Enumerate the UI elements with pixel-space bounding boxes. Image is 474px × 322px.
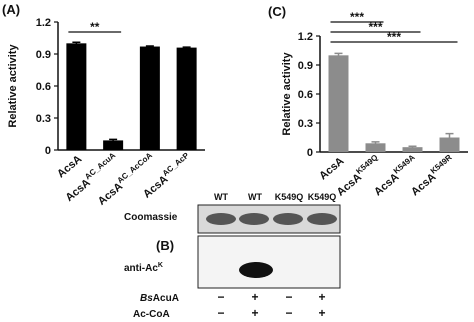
y-tick-label: 0.6: [36, 81, 51, 93]
condition-mark: −: [217, 290, 224, 304]
condition-mark: +: [318, 290, 325, 304]
error-bar: [371, 141, 380, 145]
error-bar: [334, 52, 343, 58]
category-superscript: AC_AcCoA: [115, 151, 154, 185]
y-tick-label: 1.2: [298, 31, 313, 43]
condition-mark: −: [217, 306, 224, 320]
y-tick-label: 0.3: [36, 113, 51, 125]
x-tick-label: AcsA: [317, 155, 346, 182]
condition-mark: −: [285, 290, 292, 304]
category-name: AcsA: [317, 155, 346, 182]
y-tick-label: 0.9: [298, 60, 313, 72]
x-tick-label: AcsA: [55, 153, 84, 180]
condition-label: Ac-CoA: [133, 309, 170, 320]
category-superscript: K549Q: [354, 153, 379, 176]
y-tick-label: 1.2: [36, 17, 51, 29]
panel-label: (A): [2, 2, 20, 17]
row-label: Coomassie: [124, 212, 178, 223]
lane-label: WT: [248, 192, 262, 202]
error-bar: [109, 138, 118, 142]
y-tick-label: 0.6: [298, 89, 313, 101]
condition-mark: +: [251, 290, 258, 304]
bar: [439, 137, 460, 152]
error-bar: [72, 41, 81, 45]
blot-box: [197, 235, 341, 289]
category-name: AcsA: [55, 153, 84, 180]
condition-name: AcuA: [153, 293, 179, 304]
y-tick-label: 0.3: [298, 118, 313, 130]
condition-mark: −: [285, 306, 292, 320]
panel-label: (B): [156, 238, 174, 253]
category-superscript: AC_AcP: [161, 150, 191, 178]
row-label-sup: K: [158, 262, 163, 269]
significance-label: ***: [368, 20, 382, 34]
condition-mark: +: [251, 306, 258, 320]
panel-label: (C): [268, 4, 286, 19]
lane-label: K549Q: [308, 192, 337, 202]
category-superscript: AC_AcuA: [83, 151, 117, 182]
bar: [365, 143, 386, 152]
y-tick-label: 0.9: [36, 49, 51, 61]
bar: [139, 46, 160, 150]
significance-label: **: [90, 20, 100, 34]
y-tick-label: 0: [307, 147, 313, 159]
condition-mark: +: [318, 306, 325, 320]
bar: [66, 43, 87, 151]
significance-label: ***: [387, 30, 401, 44]
error-bar: [145, 45, 154, 48]
y-axis-label: Relative activity: [281, 52, 293, 136]
error-bar: [182, 46, 191, 49]
row-label-text: anti-Ac: [124, 263, 158, 274]
bar: [103, 140, 124, 150]
y-axis-label: Relative activity: [7, 44, 19, 128]
coomassie-bands: [206, 213, 337, 225]
significance-label: ***: [350, 10, 364, 24]
lane-label: WT: [214, 192, 228, 202]
y-tick-label: 0: [45, 145, 51, 157]
row-label: anti-AcK: [124, 262, 163, 274]
bar: [402, 147, 423, 152]
condition-label: BsAcuA: [140, 293, 179, 304]
category-superscript: K549A: [392, 153, 417, 176]
condition-italic: Bs: [140, 293, 153, 304]
bar: [328, 55, 349, 153]
category-superscript: K549R: [429, 153, 454, 176]
error-bar: [445, 132, 454, 142]
acetyl-band: [239, 262, 273, 278]
lane-label: K549Q: [275, 192, 304, 202]
error-bar: [408, 145, 417, 149]
bar: [176, 47, 197, 150]
